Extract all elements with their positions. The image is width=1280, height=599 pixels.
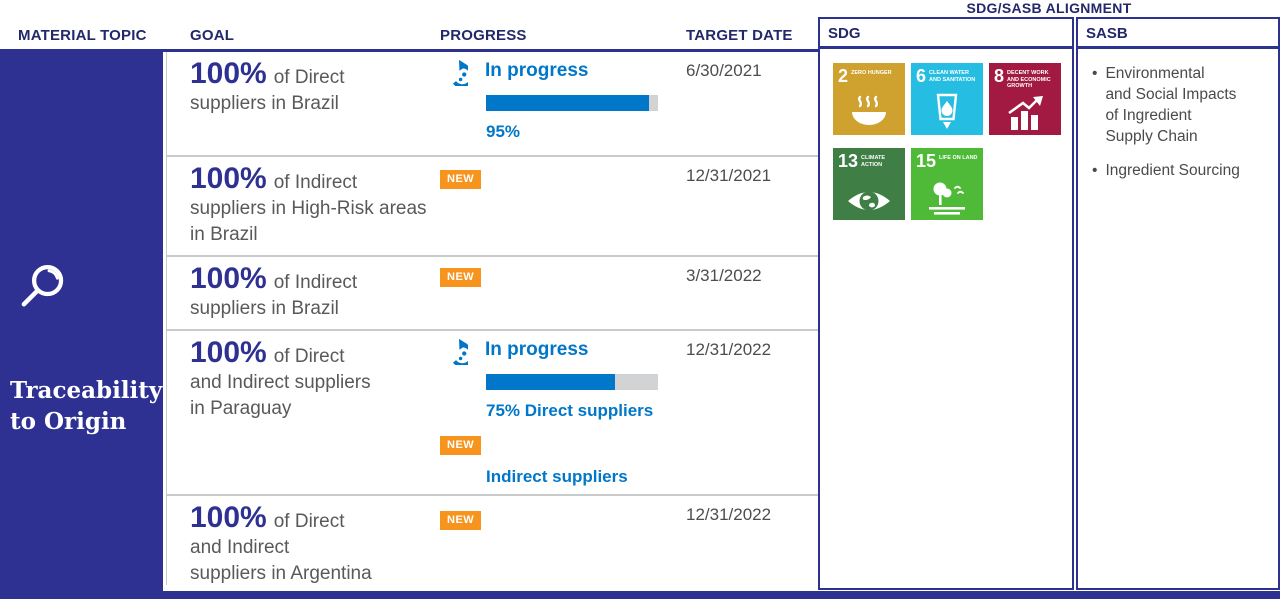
sdg-number: 13 — [838, 151, 859, 171]
sdg13-climate-action-tile: 13 Climate Action — [833, 148, 905, 220]
sdg-column: SDG 2 Zero Hunger 6 — [818, 17, 1074, 590]
in-progress-icon — [441, 338, 475, 368]
target-date: 12/31/2021 — [686, 166, 772, 185]
goal-percent: 100% — [190, 262, 267, 295]
new-badge: NEW — [440, 511, 482, 530]
goal-row-argentina: 100% of Direct and Indirect suppliers in … — [167, 496, 818, 585]
goal-percent: 100% — [190, 162, 267, 195]
sdg-icon-grid: 2 Zero Hunger 6 Clean Water and Sanitati… — [833, 63, 1063, 220]
column-header-progress: PROGRESS — [440, 27, 527, 44]
target-date: 3/31/2022 — [686, 266, 762, 285]
status-label: In progress — [485, 60, 589, 81]
bullet-icon: • — [1092, 162, 1098, 179]
sdg6-clean-water-tile: 6 Clean Water and Sanitation — [911, 63, 983, 135]
target-date: 12/31/2022 — [686, 505, 772, 524]
sdg-sasb-alignment-title: SDG/SASB ALIGNMENT — [966, 0, 1132, 16]
goal-row-paraguay: 100% of Direct and Indirect suppliers in … — [167, 331, 818, 496]
column-header-goal: GOAL — [190, 27, 235, 44]
goal-text: 100% of Direct and Indirect suppliers in … — [190, 336, 371, 420]
sdg-number: 6 — [916, 66, 927, 86]
sasb-column: SASB • Environmental and Social Impacts … — [1076, 17, 1280, 590]
sasb-column-header: SASB — [1078, 19, 1278, 49]
goal-text: 100% of Direct suppliers in Brazil — [190, 57, 345, 115]
sasb-item-ingredient-sourcing: • Ingredient Sourcing — [1092, 162, 1240, 179]
target-date: 6/30/2021 — [686, 61, 762, 80]
bullet-icon: • — [1092, 65, 1098, 82]
progress-bar-fill — [486, 374, 615, 390]
bottom-rule — [0, 591, 1280, 599]
progress-bar — [486, 374, 658, 390]
sdg-number: 2 — [838, 66, 849, 86]
eye-globe-icon — [833, 186, 905, 216]
progress-bar-fill — [486, 95, 650, 111]
sdg-number: 15 — [916, 151, 937, 171]
sdg-label: Life on Land — [939, 155, 978, 161]
sdg2-zero-hunger-tile: 2 Zero Hunger — [833, 63, 905, 135]
goal-percent: 100% — [190, 57, 267, 90]
column-header-material-topic: MATERIAL TOPIC — [18, 27, 147, 44]
progress-bar — [486, 95, 658, 111]
material-topic-title: Traceability to Origin — [10, 377, 163, 435]
sdg-label: Decent Work and Economic Growth — [1007, 70, 1051, 89]
sasb-list: • Environmental and Social Impacts of In… — [1078, 49, 1278, 181]
new-badge: NEW — [440, 170, 482, 189]
magnifier-icon — [16, 262, 68, 319]
bowl-steam-icon — [833, 95, 905, 131]
goal-column-divider — [166, 52, 167, 585]
new-badge: NEW — [440, 268, 482, 287]
goal-row-highrisk-indirect: 100% of Indirect suppliers in High-Risk a… — [167, 157, 818, 257]
header-rule — [0, 49, 818, 52]
status-label: In progress — [485, 339, 589, 360]
sasb-item-supply-chain: • Environmental and Social Impacts of In… — [1092, 65, 1237, 145]
material-topic-panel: Traceability to Origin — [0, 52, 163, 599]
goal-text: 100% of Indirect suppliers in High-Risk a… — [190, 162, 427, 246]
sdg-label: Clean Water and Sanitation — [929, 70, 976, 83]
in-progress-icon — [441, 59, 475, 89]
progress-bar-label: 75% Direct suppliers — [486, 401, 654, 420]
sdg8-decent-work-tile: 8 Decent Work and Economic Growth — [989, 63, 1061, 135]
new-badge: NEW — [440, 436, 482, 455]
sdg-column-header: SDG — [820, 19, 1072, 49]
goal-percent: 100% — [190, 501, 267, 534]
tree-birds-icon — [911, 180, 983, 216]
sdg-number: 8 — [994, 66, 1005, 86]
sdg15-life-on-land-tile: 15 Life on Land — [911, 148, 983, 220]
column-header-target-date: TARGET DATE — [686, 27, 793, 44]
goal-text: 100% of Indirect suppliers in Brazil — [190, 262, 358, 320]
progress-bar-label: 95% — [486, 122, 521, 141]
goal-row-brazil-indirect: 100% of Indirect suppliers in Brazil NEW … — [167, 257, 818, 331]
water-glass-drop-icon — [911, 93, 983, 131]
indirect-suppliers-label: Indirect suppliers — [486, 467, 628, 486]
target-date: 12/31/2022 — [686, 340, 772, 359]
goal-row-brazil-direct: 100% of Direct suppliers in Brazil In pro… — [167, 52, 818, 157]
sdg-label: Climate Action — [861, 155, 886, 168]
goal-percent: 100% — [190, 336, 267, 369]
growth-chart-icon — [989, 95, 1061, 131]
goal-text: 100% of Direct and Indirect suppliers in … — [190, 501, 372, 585]
sdg-label: Zero Hunger — [851, 70, 892, 76]
